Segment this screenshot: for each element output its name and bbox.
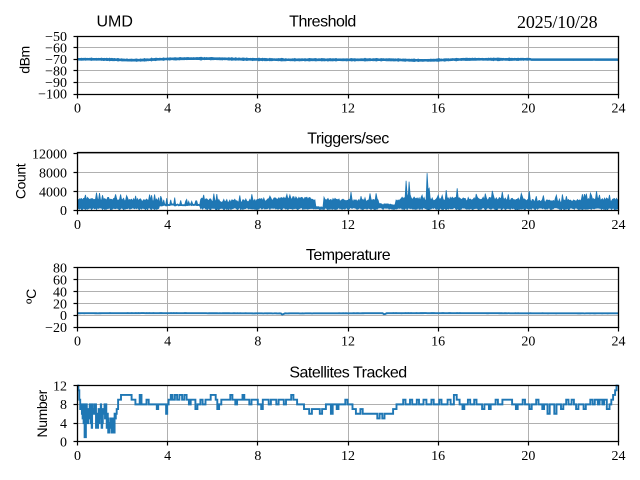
svg-text:−100: −100	[38, 88, 67, 103]
svg-text:Threshold: Threshold	[289, 14, 356, 31]
svg-text:24: 24	[612, 101, 626, 116]
svg-text:−90: −90	[45, 76, 67, 91]
svg-text:ºC: ºC	[23, 289, 39, 304]
svg-text:20: 20	[53, 297, 67, 312]
svg-text:20: 20	[521, 218, 535, 233]
svg-text:20: 20	[521, 101, 535, 116]
svg-text:16: 16	[431, 335, 445, 350]
svg-text:8: 8	[254, 101, 261, 116]
svg-text:Triggers/sec: Triggers/sec	[307, 131, 389, 148]
svg-text:UMD: UMD	[97, 14, 133, 31]
svg-text:20: 20	[521, 449, 535, 464]
svg-text:40: 40	[53, 285, 67, 300]
svg-text:8000: 8000	[39, 166, 67, 181]
svg-text:20: 20	[521, 335, 535, 350]
svg-text:16: 16	[431, 101, 445, 116]
svg-text:16: 16	[431, 449, 445, 464]
svg-text:4: 4	[164, 449, 171, 464]
svg-text:16: 16	[431, 218, 445, 233]
svg-text:8: 8	[254, 449, 261, 464]
svg-text:24: 24	[612, 335, 626, 350]
svg-text:8: 8	[60, 398, 67, 413]
svg-text:4: 4	[164, 218, 171, 233]
svg-text:12: 12	[341, 101, 355, 116]
svg-text:60: 60	[53, 273, 67, 288]
svg-text:12: 12	[341, 335, 355, 350]
svg-text:24: 24	[612, 449, 626, 464]
svg-text:−60: −60	[45, 41, 67, 56]
svg-text:0: 0	[74, 449, 81, 464]
svg-text:4: 4	[164, 335, 171, 350]
svg-text:0: 0	[74, 335, 81, 350]
svg-text:8: 8	[254, 218, 261, 233]
svg-text:24: 24	[612, 218, 626, 233]
svg-text:0: 0	[60, 204, 67, 219]
svg-text:−50: −50	[45, 30, 67, 45]
svg-text:12: 12	[53, 379, 67, 394]
svg-text:Number: Number	[34, 389, 50, 437]
svg-text:Temperature: Temperature	[306, 247, 391, 264]
svg-text:0: 0	[60, 436, 67, 451]
svg-text:dBm: dBm	[17, 46, 33, 74]
svg-text:4000: 4000	[39, 185, 67, 200]
svg-text:12: 12	[341, 218, 355, 233]
svg-text:4: 4	[60, 417, 67, 432]
svg-text:−20: −20	[45, 321, 67, 336]
svg-text:12000: 12000	[32, 148, 67, 163]
svg-text:−80: −80	[45, 65, 67, 80]
svg-text:0: 0	[74, 218, 81, 233]
svg-text:0: 0	[60, 309, 67, 324]
svg-text:8: 8	[254, 335, 261, 350]
svg-text:2025/10/28: 2025/10/28	[517, 12, 598, 32]
svg-text:0: 0	[74, 101, 81, 116]
svg-text:12: 12	[341, 449, 355, 464]
svg-text:−70: −70	[45, 53, 67, 68]
svg-text:Satellites Tracked: Satellites Tracked	[289, 365, 406, 382]
svg-text:Count: Count	[13, 163, 29, 199]
svg-text:80: 80	[53, 262, 67, 277]
svg-text:4: 4	[164, 101, 171, 116]
